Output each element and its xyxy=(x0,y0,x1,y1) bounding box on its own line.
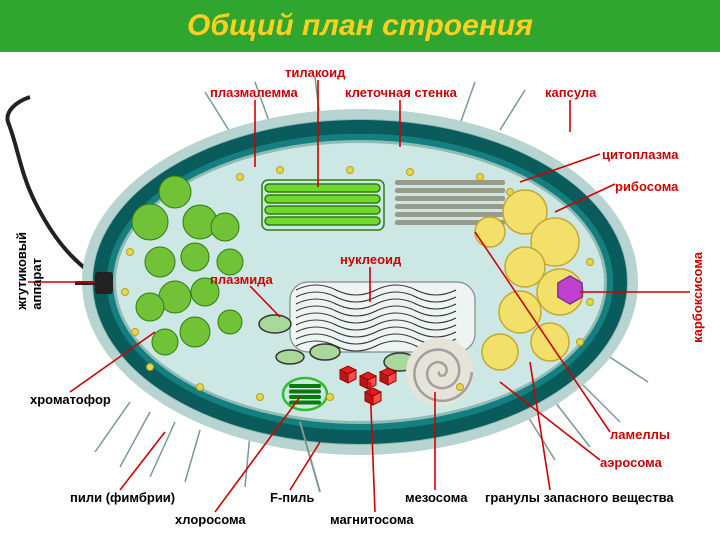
label-chromatophore: хроматофор xyxy=(30,392,111,407)
label-cytoplasm: цитоплазма xyxy=(602,147,678,162)
label-plasmalemma: плазмалемма xyxy=(210,85,298,100)
label-nucleoid: нуклеоид xyxy=(340,252,401,267)
label-cell_wall: клеточная стенка xyxy=(345,85,457,100)
page-title: Общий план строения xyxy=(187,9,533,43)
label-capsule: капсула xyxy=(545,85,596,100)
label-chlorosome: хлоросома xyxy=(175,512,246,527)
label-ribosome: рибосома xyxy=(615,179,678,194)
label-aerosome: аэросома xyxy=(600,455,662,470)
label-magnitosome: магнитосома xyxy=(330,512,414,527)
label-flagellum: жгутиковыйаппарат xyxy=(14,232,44,310)
label-plasmid: плазмида xyxy=(210,272,273,287)
title-band: Общий план строения xyxy=(0,0,720,52)
label-storage: гранулы запасного вещества xyxy=(485,490,674,505)
label-thylakoid: тилакоид xyxy=(285,65,345,80)
label-mesosome: мезосома xyxy=(405,490,467,505)
diagram-stage: тилакоид плазмалемма клеточная стенка капсу… xyxy=(0,52,720,540)
label-f_pilus: F-пиль xyxy=(270,490,314,505)
label-lamellae: ламеллы xyxy=(610,427,670,442)
label-carboxysome: карбоксисома xyxy=(690,252,705,343)
label-pili: пили (фимбрии) xyxy=(70,490,175,505)
